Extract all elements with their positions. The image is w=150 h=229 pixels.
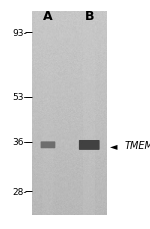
Bar — [83, 13, 95, 215]
Text: B: B — [85, 10, 95, 23]
Text: A: A — [43, 10, 53, 23]
Text: TMEM38B: TMEM38B — [124, 140, 150, 150]
FancyBboxPatch shape — [41, 142, 55, 149]
Text: 36-: 36- — [12, 137, 27, 147]
Text: 93-: 93- — [12, 29, 27, 38]
Bar — [43, 13, 53, 215]
Text: 53-: 53- — [12, 93, 27, 102]
Text: 28-: 28- — [12, 187, 27, 196]
Text: ◄: ◄ — [110, 140, 117, 150]
FancyBboxPatch shape — [79, 140, 100, 150]
